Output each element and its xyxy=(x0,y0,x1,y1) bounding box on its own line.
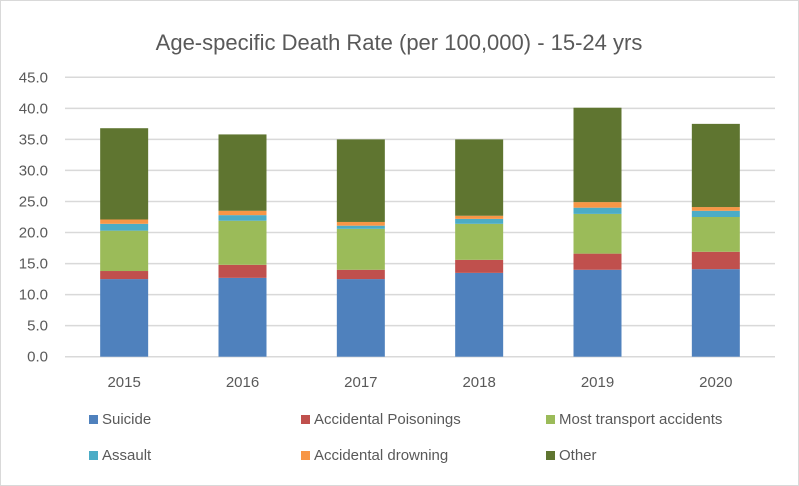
bar-assault-2017 xyxy=(336,225,385,229)
bar-suicide-2015 xyxy=(100,279,149,357)
bar-assault-2015 xyxy=(100,223,149,231)
bar-assault-2016 xyxy=(218,215,267,221)
bar-accidental-drowning-2020 xyxy=(691,207,740,211)
bar-other-2015 xyxy=(100,128,149,220)
bar-stack-2018 xyxy=(455,139,504,357)
bar-stack-2015 xyxy=(100,128,149,357)
bar-assault-2018 xyxy=(455,218,504,224)
legend-swatch xyxy=(546,415,555,424)
legend-label: Accidental drowning xyxy=(314,447,448,464)
legend-label: Other xyxy=(559,447,597,464)
bar-accidental-poisonings-2018 xyxy=(455,259,504,273)
chart-title: Age-specific Death Rate (per 100,000) - … xyxy=(156,30,643,55)
bar-accidental-poisonings-2016 xyxy=(218,264,267,278)
legend-label: Assault xyxy=(102,447,152,464)
y-tick-label: 20.0 xyxy=(19,225,48,242)
y-tick-label: 10.0 xyxy=(19,287,48,304)
bar-accidental-drowning-2015 xyxy=(100,219,149,224)
y-tick-label: 0.0 xyxy=(27,349,48,366)
bar-other-2019 xyxy=(573,107,622,203)
legend-swatch xyxy=(89,415,98,424)
bar-accidental-drowning-2017 xyxy=(336,221,385,226)
bar-stack-2019 xyxy=(573,107,622,357)
y-tick-label: 30.0 xyxy=(19,162,48,179)
bar-suicide-2017 xyxy=(336,279,385,357)
x-axis: 2015 2016 2017 2018 2019 2020 xyxy=(107,374,732,391)
legend-item: Suicide xyxy=(89,411,151,428)
bar-most-transport-accidents-2018 xyxy=(455,223,504,260)
legend-swatch xyxy=(301,415,310,424)
bar-suicide-2018 xyxy=(455,272,504,357)
bar-stack-2016 xyxy=(218,134,267,357)
bar-stack-2017 xyxy=(336,139,385,357)
y-tick-label: 15.0 xyxy=(19,256,48,273)
bar-most-transport-accidents-2019 xyxy=(573,213,622,254)
bar-assault-2020 xyxy=(691,210,740,217)
bar-accidental-poisonings-2015 xyxy=(100,271,149,280)
bar-accidental-poisonings-2019 xyxy=(573,253,622,270)
legend-swatch xyxy=(301,451,310,460)
bar-most-transport-accidents-2020 xyxy=(691,217,740,252)
legend-item: Other xyxy=(546,447,597,464)
x-tick-label: 2018 xyxy=(462,374,495,391)
bar-suicide-2019 xyxy=(573,269,622,357)
bar-accidental-poisonings-2017 xyxy=(336,269,385,280)
gridlines xyxy=(65,76,775,358)
bar-other-2017 xyxy=(336,139,385,222)
bar-accidental-drowning-2019 xyxy=(573,202,622,208)
bar-suicide-2020 xyxy=(691,269,740,357)
bar-accidental-drowning-2018 xyxy=(455,215,504,219)
y-tick-label: 25.0 xyxy=(19,193,48,210)
legend-swatch xyxy=(546,451,555,460)
y-tick-label: 40.0 xyxy=(19,100,48,117)
legend-item: Accidental Poisonings xyxy=(301,411,461,428)
bar-most-transport-accidents-2017 xyxy=(336,228,385,270)
legend: Suicide Accidental Poisonings Most transpo… xyxy=(89,411,722,464)
bar-stack-2020 xyxy=(691,123,740,357)
bar-accidental-poisonings-2020 xyxy=(691,251,740,270)
bars xyxy=(100,107,740,357)
bar-other-2018 xyxy=(455,139,504,216)
legend-swatch xyxy=(89,451,98,460)
legend-label: Accidental Poisonings xyxy=(314,411,461,428)
y-tick-label: 45.0 xyxy=(19,69,48,86)
bar-suicide-2016 xyxy=(218,277,267,357)
y-tick-label: 35.0 xyxy=(19,131,48,148)
x-tick-label: 2020 xyxy=(699,374,732,391)
y-tick-label: 5.0 xyxy=(27,318,48,335)
legend-label: Suicide xyxy=(102,411,151,428)
legend-label: Most transport accidents xyxy=(559,411,722,428)
bar-most-transport-accidents-2016 xyxy=(218,220,267,265)
bar-other-2016 xyxy=(218,134,267,211)
x-tick-label: 2019 xyxy=(581,374,614,391)
legend-item: Accidental drowning xyxy=(301,447,448,464)
bar-accidental-drowning-2016 xyxy=(218,210,267,216)
y-axis: 0.0 5.0 10.0 15.0 20.0 25.0 30.0 35.0 40.0 45.0 xyxy=(19,69,48,365)
x-tick-label: 2016 xyxy=(226,374,259,391)
x-tick-label: 2017 xyxy=(344,374,377,391)
x-tick-label: 2015 xyxy=(107,374,140,391)
bar-most-transport-accidents-2015 xyxy=(100,230,149,272)
bar-other-2020 xyxy=(691,123,740,208)
legend-item: Assault xyxy=(89,447,152,464)
legend-item: Most transport accidents xyxy=(546,411,722,428)
bar-assault-2019 xyxy=(573,207,622,214)
